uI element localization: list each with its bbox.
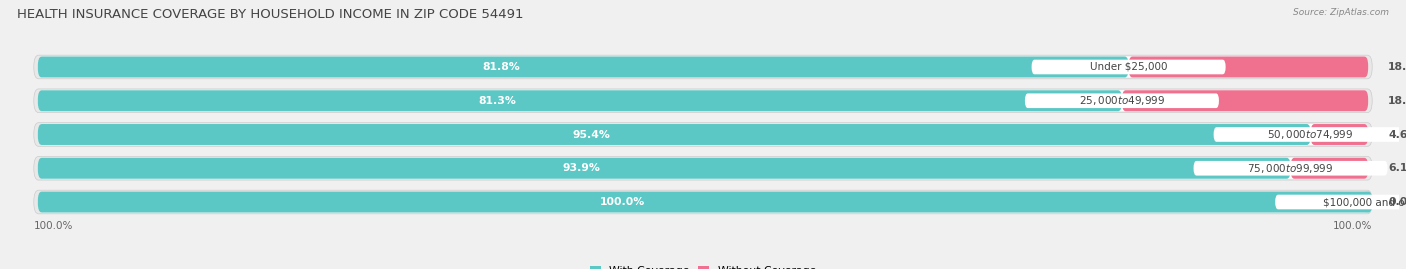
- Text: 18.2%: 18.2%: [1388, 62, 1406, 72]
- Text: 6.1%: 6.1%: [1388, 163, 1406, 173]
- FancyBboxPatch shape: [34, 89, 1372, 112]
- FancyBboxPatch shape: [1122, 90, 1368, 111]
- FancyBboxPatch shape: [38, 124, 1310, 145]
- FancyBboxPatch shape: [1194, 161, 1388, 176]
- Text: 18.7%: 18.7%: [1388, 96, 1406, 106]
- Text: $50,000 to $74,999: $50,000 to $74,999: [1267, 128, 1354, 141]
- FancyBboxPatch shape: [1129, 56, 1368, 77]
- Text: Source: ZipAtlas.com: Source: ZipAtlas.com: [1294, 8, 1389, 17]
- Text: 100.0%: 100.0%: [34, 221, 73, 231]
- FancyBboxPatch shape: [38, 124, 1368, 145]
- FancyBboxPatch shape: [38, 90, 1368, 111]
- Text: 81.3%: 81.3%: [478, 96, 516, 106]
- FancyBboxPatch shape: [34, 190, 1372, 214]
- FancyBboxPatch shape: [34, 157, 1372, 180]
- FancyBboxPatch shape: [1310, 124, 1368, 145]
- FancyBboxPatch shape: [38, 56, 1129, 77]
- FancyBboxPatch shape: [1213, 127, 1406, 142]
- FancyBboxPatch shape: [1032, 60, 1226, 74]
- Text: 81.8%: 81.8%: [482, 62, 520, 72]
- Text: 95.4%: 95.4%: [574, 129, 610, 140]
- Text: Under $25,000: Under $25,000: [1090, 62, 1167, 72]
- Text: 100.0%: 100.0%: [1333, 221, 1372, 231]
- FancyBboxPatch shape: [38, 90, 1122, 111]
- Text: $100,000 and over: $100,000 and over: [1323, 197, 1406, 207]
- FancyBboxPatch shape: [34, 123, 1372, 146]
- FancyBboxPatch shape: [1291, 158, 1368, 179]
- Text: 4.6%: 4.6%: [1388, 129, 1406, 140]
- Text: 93.9%: 93.9%: [562, 163, 600, 173]
- FancyBboxPatch shape: [38, 158, 1368, 179]
- Text: 0.0%: 0.0%: [1388, 197, 1406, 207]
- Text: 100.0%: 100.0%: [600, 197, 645, 207]
- Text: HEALTH INSURANCE COVERAGE BY HOUSEHOLD INCOME IN ZIP CODE 54491: HEALTH INSURANCE COVERAGE BY HOUSEHOLD I…: [17, 8, 523, 21]
- FancyBboxPatch shape: [1275, 195, 1406, 209]
- FancyBboxPatch shape: [34, 55, 1372, 79]
- Legend: With Coverage, Without Coverage: With Coverage, Without Coverage: [585, 262, 821, 269]
- FancyBboxPatch shape: [38, 56, 1368, 77]
- FancyBboxPatch shape: [1025, 93, 1219, 108]
- Text: $25,000 to $49,999: $25,000 to $49,999: [1078, 94, 1166, 107]
- FancyBboxPatch shape: [38, 158, 1291, 179]
- FancyBboxPatch shape: [38, 192, 1372, 213]
- Text: $75,000 to $99,999: $75,000 to $99,999: [1247, 162, 1334, 175]
- FancyBboxPatch shape: [38, 192, 1368, 213]
